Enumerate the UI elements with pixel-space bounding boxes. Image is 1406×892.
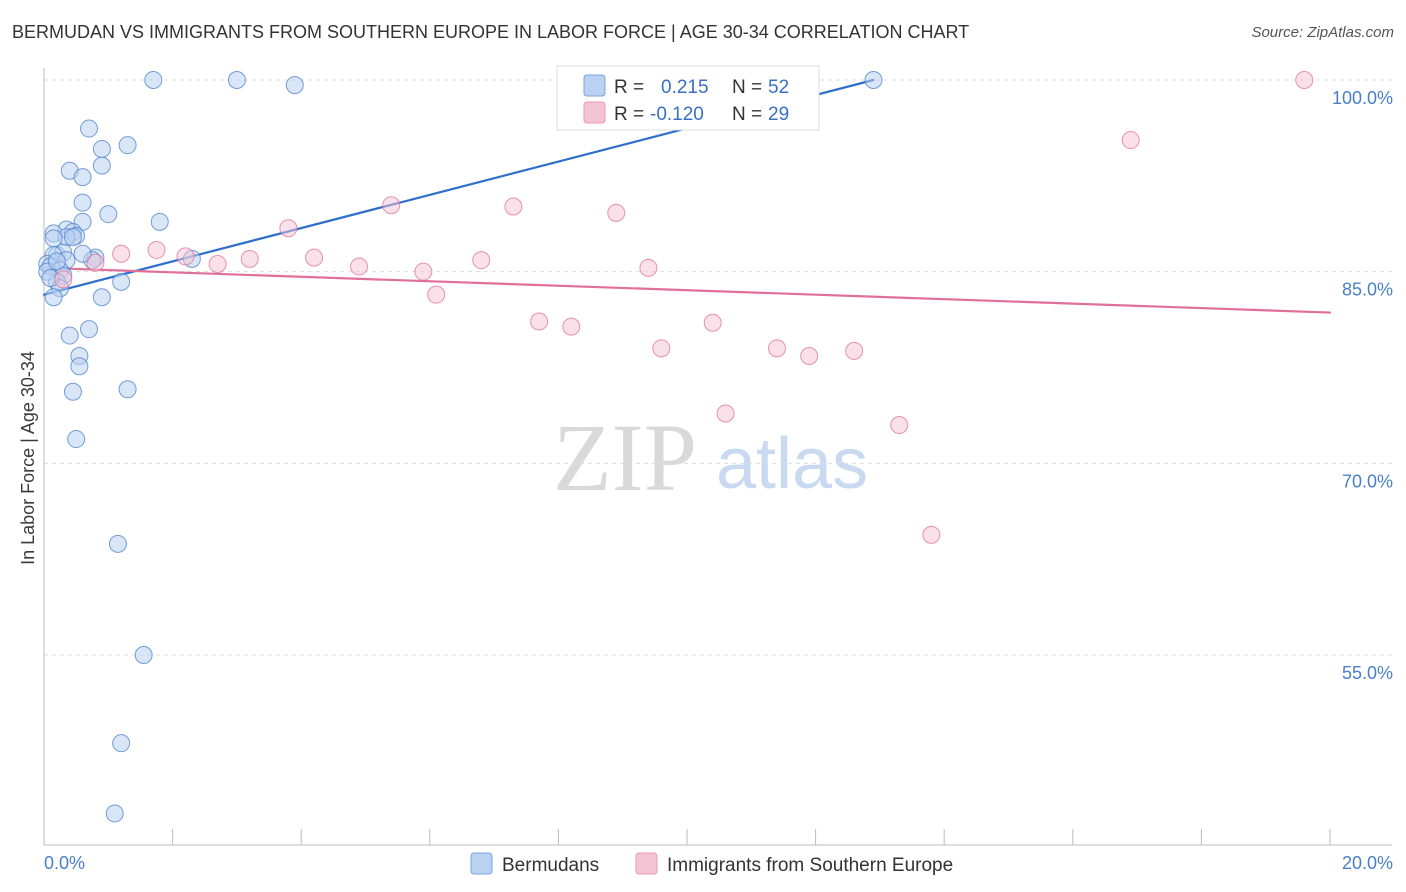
trendline-immigrants bbox=[42, 266, 1332, 314]
point-bermudans bbox=[112, 272, 131, 291]
point-immigrants bbox=[112, 244, 131, 263]
point-immigrants bbox=[305, 248, 324, 267]
point-bermudans bbox=[99, 205, 118, 224]
point-bermudans bbox=[63, 382, 82, 401]
watermark-zip: ZIP bbox=[553, 404, 697, 511]
point-immigrants bbox=[1295, 71, 1314, 89]
point-immigrants bbox=[800, 347, 819, 365]
grid-layer bbox=[44, 79, 1392, 656]
watermark: ZIP atlas bbox=[553, 404, 868, 511]
legend-n-value-2: 29 bbox=[768, 104, 789, 125]
legend-r-value-1: 0.215 bbox=[661, 77, 709, 98]
points-layer bbox=[38, 71, 1314, 823]
bottom-legend-swatch-bermudans bbox=[470, 852, 493, 875]
point-bermudans bbox=[73, 193, 92, 212]
bottom-legend-label-bermudans: Bermudans bbox=[502, 855, 599, 876]
bottom-legend-swatch-immigrants bbox=[635, 852, 658, 875]
point-immigrants bbox=[147, 240, 166, 259]
point-bermudans bbox=[285, 76, 304, 95]
point-immigrants bbox=[716, 404, 735, 423]
bottom-legend: Bermudans Immigrants from Southern Europ… bbox=[470, 852, 953, 876]
point-immigrants bbox=[240, 249, 259, 268]
point-bermudans bbox=[118, 380, 137, 399]
point-bermudans bbox=[227, 71, 246, 89]
legend-swatch-bermudans bbox=[583, 74, 606, 97]
legend-swatch-immigrants bbox=[583, 101, 606, 124]
point-bermudans bbox=[92, 288, 111, 307]
y-axis-label: In Labor Force | Age 30-34 bbox=[18, 351, 38, 565]
point-bermudans bbox=[112, 734, 131, 753]
point-bermudans bbox=[80, 119, 99, 138]
point-immigrants bbox=[845, 341, 864, 360]
point-bermudans bbox=[47, 252, 66, 271]
y-tick-label: 100.0% bbox=[1332, 88, 1393, 108]
point-immigrants bbox=[427, 285, 446, 304]
point-immigrants bbox=[562, 317, 581, 336]
point-immigrants bbox=[54, 270, 73, 289]
point-immigrants bbox=[414, 262, 433, 281]
point-immigrants bbox=[472, 251, 491, 270]
y-tick-label: 70.0% bbox=[1342, 471, 1393, 491]
point-bermudans bbox=[44, 288, 63, 307]
source-credit: Source: ZipAtlas.com bbox=[1251, 24, 1394, 41]
point-bermudans bbox=[67, 430, 86, 449]
point-bermudans bbox=[70, 357, 89, 376]
point-immigrants bbox=[86, 253, 105, 272]
point-immigrants bbox=[350, 257, 369, 276]
legend-r-label-1: R = bbox=[614, 77, 644, 98]
bottom-legend-label-immigrants: Immigrants from Southern Europe bbox=[667, 855, 953, 876]
point-immigrants bbox=[382, 196, 401, 215]
point-bermudans bbox=[108, 534, 127, 553]
point-immigrants bbox=[607, 203, 626, 222]
point-immigrants bbox=[652, 339, 671, 358]
legend-n-label-2: N = bbox=[732, 104, 762, 125]
legend-r-value-2: -0.120 bbox=[650, 104, 704, 125]
legend-n-label-1: N = bbox=[732, 77, 762, 98]
tick-layer: 100.0% 85.0% 70.0% 55.0% 0.0% 20.0% bbox=[44, 88, 1393, 873]
point-immigrants bbox=[208, 255, 227, 273]
point-immigrants bbox=[530, 312, 549, 331]
point-bermudans bbox=[134, 646, 153, 664]
watermark-atlas: atlas bbox=[716, 424, 868, 504]
point-bermudans bbox=[92, 140, 111, 158]
point-bermudans bbox=[60, 326, 79, 345]
point-bermudans bbox=[150, 212, 169, 231]
top-legend: R = 0.215 N = 52 R = -0.120 N = 29 bbox=[556, 65, 820, 131]
point-immigrants bbox=[504, 197, 523, 216]
point-bermudans bbox=[63, 228, 82, 247]
point-immigrants bbox=[768, 339, 787, 358]
point-bermudans bbox=[118, 136, 137, 155]
point-bermudans bbox=[73, 244, 92, 263]
point-bermudans bbox=[80, 320, 99, 339]
axis-layer bbox=[43, 68, 1392, 846]
y-tick-label: 55.0% bbox=[1342, 663, 1393, 683]
point-immigrants bbox=[639, 258, 658, 277]
chart-title: BERMUDAN VS IMMIGRANTS FROM SOUTHERN EUR… bbox=[12, 22, 970, 42]
legend-n-value-1: 52 bbox=[768, 77, 789, 98]
point-immigrants bbox=[703, 313, 722, 332]
point-immigrants bbox=[890, 416, 909, 434]
point-bermudans bbox=[105, 804, 124, 823]
point-bermudans bbox=[73, 168, 92, 187]
point-bermudans bbox=[864, 71, 883, 89]
x-tick-label: 0.0% bbox=[44, 853, 85, 873]
point-immigrants bbox=[176, 247, 195, 266]
point-immigrants bbox=[1121, 131, 1140, 150]
y-tick-label: 85.0% bbox=[1342, 280, 1393, 300]
point-bermudans bbox=[144, 71, 163, 89]
point-bermudans bbox=[92, 156, 111, 175]
point-immigrants bbox=[279, 219, 298, 238]
point-immigrants bbox=[922, 525, 941, 544]
x-tick-label: 20.0% bbox=[1342, 853, 1393, 873]
legend-r-label-2: R = bbox=[614, 104, 644, 125]
